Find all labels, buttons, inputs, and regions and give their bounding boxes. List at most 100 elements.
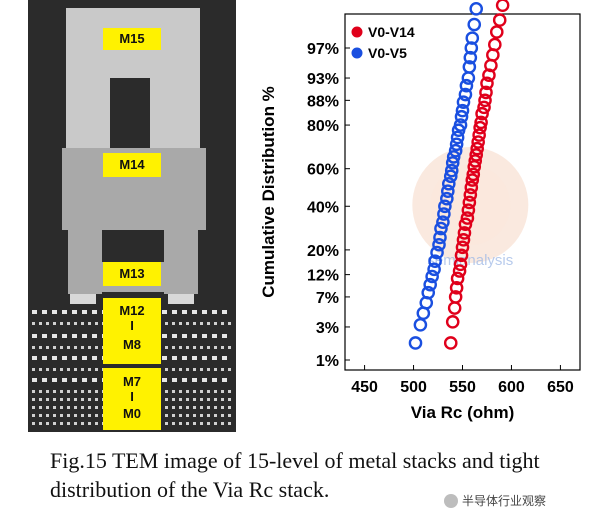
data-point-v0-v5 [458,87,473,102]
via-right [168,294,194,304]
y-tick-label: 60% [307,162,339,179]
data-point-v0-v5 [456,95,471,109]
data-point-v0-v5 [459,78,474,93]
y-tick-label: 88% [307,93,339,110]
data-point-v0-v14 [449,281,464,295]
label-m14: M14 [103,153,161,177]
source-watermark-text: 半导体行业观察 [462,494,547,508]
data-point-v0-v5 [454,109,469,124]
y-tick-label: 93% [307,71,339,88]
data-point-v0-v5 [444,163,459,178]
metal-m14-leg-left [68,230,102,294]
data-point-v0-v5 [465,31,480,45]
data-point-v0-v5 [449,137,464,152]
data-point-v0-v5 [443,169,458,184]
data-point-v0-v5 [430,245,444,260]
data-point-v0-v14 [471,135,485,149]
source-watermark: 半导体行业观察 [444,492,546,509]
x-tick-label: 500 [400,379,427,396]
x-tick-label: 600 [498,379,525,396]
legend-label: V0-V5 [368,45,407,61]
data-point-v0-v14 [489,25,504,39]
data-point-v0-v5 [446,150,461,164]
metal-m14-leg-right [164,230,198,294]
x-tick-label: 650 [547,379,574,396]
data-point-v0-v14 [447,301,462,315]
data-point-v0-v5 [455,103,470,118]
data-point-v0-v14 [443,336,458,350]
wechat-icon [444,493,458,508]
data-point-v0-v14 [463,188,478,202]
y-tick-label: 3% [316,320,339,337]
data-point-v0-v5 [464,41,479,55]
label-m15: M15 [103,28,161,50]
data-point-v0-v14 [448,290,463,304]
data-point-v0-v5 [413,318,428,332]
legend-marker [351,47,363,59]
data-point-v0-v14 [456,233,471,247]
y-axis-label: Cumulative Distribution % [259,86,278,298]
figure-caption: Fig.15 TEM image of 15-level of metal st… [50,448,540,502]
data-point-v0-v14 [452,264,467,278]
label-m8: M8 [122,337,142,352]
data-point-v0-v5 [425,269,439,284]
data-point-v0-v5 [441,184,455,198]
data-point-v0-v14 [488,37,502,52]
label-m0: M0 [122,406,142,421]
data-point-v0-v5 [440,191,454,206]
legend-label: V0-V14 [368,24,415,40]
data-point-v0-v14 [470,141,484,156]
y-tick-label: 40% [307,199,339,216]
data-point-v0-v14 [460,211,475,225]
data-point-v0-v5 [423,277,437,292]
data-point-v0-v14 [462,195,477,210]
data-point-v0-v5 [462,60,477,74]
data-point-v0-v5 [427,262,441,277]
data-point-v0-v14 [479,85,493,100]
data-point-v0-v5 [448,143,463,158]
label-m13: M13 [103,262,161,286]
data-point-v0-v14 [457,226,472,240]
data-point-v0-v14 [469,148,484,162]
data-point-v0-v5 [428,254,442,269]
data-point-v0-v5 [441,176,456,191]
x-tick-label: 550 [449,379,476,396]
via-rc-chart: semianalysis 97% 93% 88% 80% 60% 40% 20% 12% 7% 3%… [248,0,600,432]
label-m7-m0: M7 I M0 [103,368,161,430]
data-point-v0-v5 [421,285,436,300]
data-point-v0-v14 [450,271,465,286]
metal-m15-leg-right [150,78,200,148]
data-point-v0-v14 [466,167,481,182]
data-point-v0-v5 [450,130,465,145]
label-m12-separator: I [130,318,134,333]
data-point-v0-v14 [465,173,480,187]
data-point-v0-v14 [495,0,510,13]
data-point-v0-v5 [467,17,482,32]
y-tick-label: 1% [316,353,339,370]
data-point-v0-v14 [472,128,486,142]
data-point-v0-v5 [432,237,446,252]
data-point-v0-v5 [469,2,484,16]
label-m7: M7 [122,374,142,389]
data-point-v0-v5 [463,50,478,65]
data-point-v0-v14 [454,248,469,263]
legend-marker [351,26,363,38]
data-point-v0-v5 [445,156,460,170]
label-m12-m8: M12 I M8 [103,298,161,364]
data-point-v0-v5 [437,207,451,221]
data-point-v0-v14 [453,257,468,272]
y-tick-label: 12% [307,268,339,285]
chart-svg: semianalysis 97% 93% 88% 80% 60% 40% 20% 12% 7% 3%… [259,0,581,422]
data-point-v0-v5 [438,199,452,214]
data-point-v0-v14 [478,93,492,108]
metal-m15-leg-left [66,78,110,148]
y-tick-label: 97% [307,41,339,58]
data-point-v0-v5 [408,336,423,350]
data-point-v0-v14 [475,106,489,121]
data-point-v0-v14 [474,115,488,130]
data-point-v0-v14 [480,76,494,91]
data-point-v0-v5 [433,230,447,245]
data-point-v0-v5 [434,221,448,236]
tem-image: M15 M14 M13 M12 I M8 M7 I M0 [28,0,236,432]
data-point-v0-v14 [458,217,473,232]
